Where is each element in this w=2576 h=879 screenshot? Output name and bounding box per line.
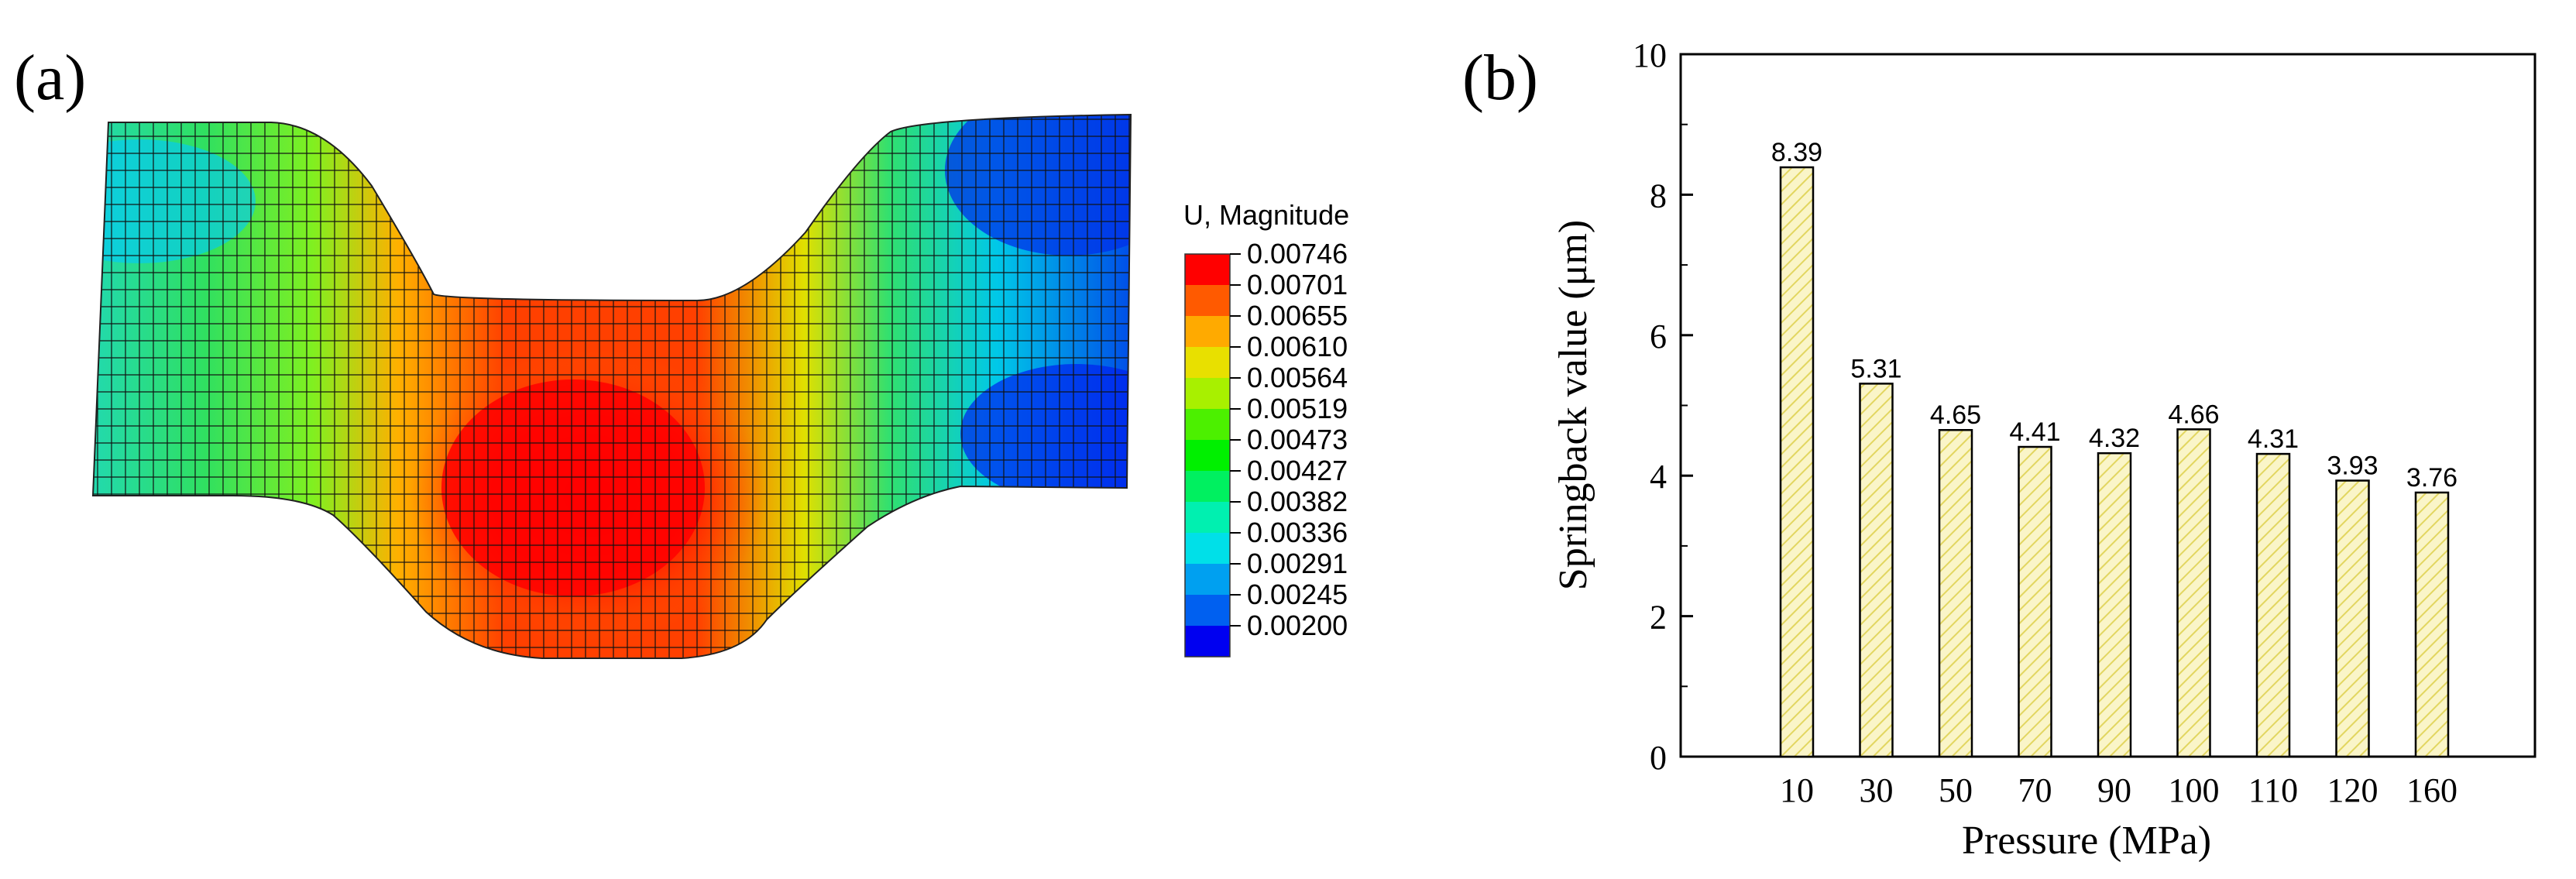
y-tick-label: 8 [1650,177,1667,215]
x-tick-label: 120 [2327,771,2379,809]
legend-value: 0.00427 [1247,455,1348,486]
bar-value-label: 3.76 [2406,463,2458,493]
y-tick-label: 10 [1633,36,1667,74]
fe-contour-plot [91,113,1132,659]
bar-value-label: 8.39 [1771,138,1822,167]
y-tick-label: 2 [1650,599,1667,637]
bar [2176,428,2211,758]
legend-frame [1184,253,1231,658]
x-tick-label: 10 [1780,771,1814,809]
x-axis: 10 30 50 70 90 100 110 120 160 [1780,771,2458,809]
legend-value: 0.00382 [1247,486,1348,517]
bar [1859,383,1894,758]
legend-swatch [1185,471,1230,502]
legend-swatch [1185,440,1230,471]
bar-value-label: 4.65 [1930,400,1981,430]
legend-swatch [1185,564,1230,595]
x-tick-label: 70 [2018,771,2052,809]
legend-swatch [1185,533,1230,564]
bar-value-label: 4.66 [2168,400,2219,429]
x-tick-label: 100 [2169,771,2220,809]
bar [1779,166,1815,758]
x-tick-label: 110 [2248,771,2298,809]
legend-value: 0.00655 [1247,300,1348,331]
panel-b-label: (b) [1462,42,1538,114]
y-axis: 0 2 4 6 8 10 [1633,36,1693,777]
bar [2255,452,2291,758]
bar [2097,452,2132,758]
x-tick-label: 30 [1860,771,1894,809]
panel-a-label: (a) [14,42,86,114]
y-tick-label: 0 [1650,739,1667,777]
legend-value: 0.00200 [1247,609,1348,641]
contour-legend: U, Magnitude 0.007460.007010.006550.0061… [1183,199,1349,658]
legend-swatch [1185,378,1230,409]
legend-value: 0.00746 [1247,238,1348,270]
legend-swatch [1185,502,1230,533]
bars: 8.39 5.31 4.65 4.41 4.32 4.66 4.31 3.93 3.76 [1771,138,2458,758]
legend-value: 0.00336 [1247,517,1348,548]
legend-swatch [1185,316,1230,347]
bar-chart: 0 2 4 6 8 10 8.39 5.31 4.65 4.41 4.32 4.66 4.31 3.93… [1551,36,2537,863]
bar [2018,445,2052,758]
legend-value: 0.00519 [1247,393,1348,424]
y-axis-title: Springback value (μm) [1551,220,1595,590]
bar [2414,491,2450,758]
bar-value-label: 4.31 [2248,424,2299,454]
y-tick-label: 4 [1650,458,1667,496]
x-tick-label: 50 [1939,771,1973,809]
x-tick-label: 160 [2406,771,2458,809]
legend-value: 0.00245 [1247,579,1348,610]
bar [2335,479,2370,758]
legend-title: U, Magnitude [1183,199,1349,231]
legend-value: 0.00564 [1247,362,1348,393]
bar [1938,428,1973,758]
legend-value: 0.00701 [1247,269,1348,300]
bar-value-label: 4.32 [2089,424,2140,453]
legend-swatch [1185,626,1230,657]
y-tick-label: 6 [1650,318,1667,355]
bar-value-label: 5.31 [1850,354,1901,383]
legend-swatch [1185,409,1230,440]
legend-value: 0.00473 [1247,424,1348,455]
x-tick-label: 90 [2097,771,2131,809]
legend-value: 0.00610 [1247,331,1348,362]
legend-value: 0.00291 [1247,548,1348,579]
x-axis-title: Pressure (MPa) [1962,819,2211,863]
legend-swatch [1185,595,1230,626]
bar-value-label: 3.93 [2327,452,2378,481]
legend-swatch [1185,347,1230,378]
legend-swatch [1185,254,1230,285]
legend-swatch [1185,285,1230,316]
bar-value-label: 4.41 [2009,417,2060,447]
